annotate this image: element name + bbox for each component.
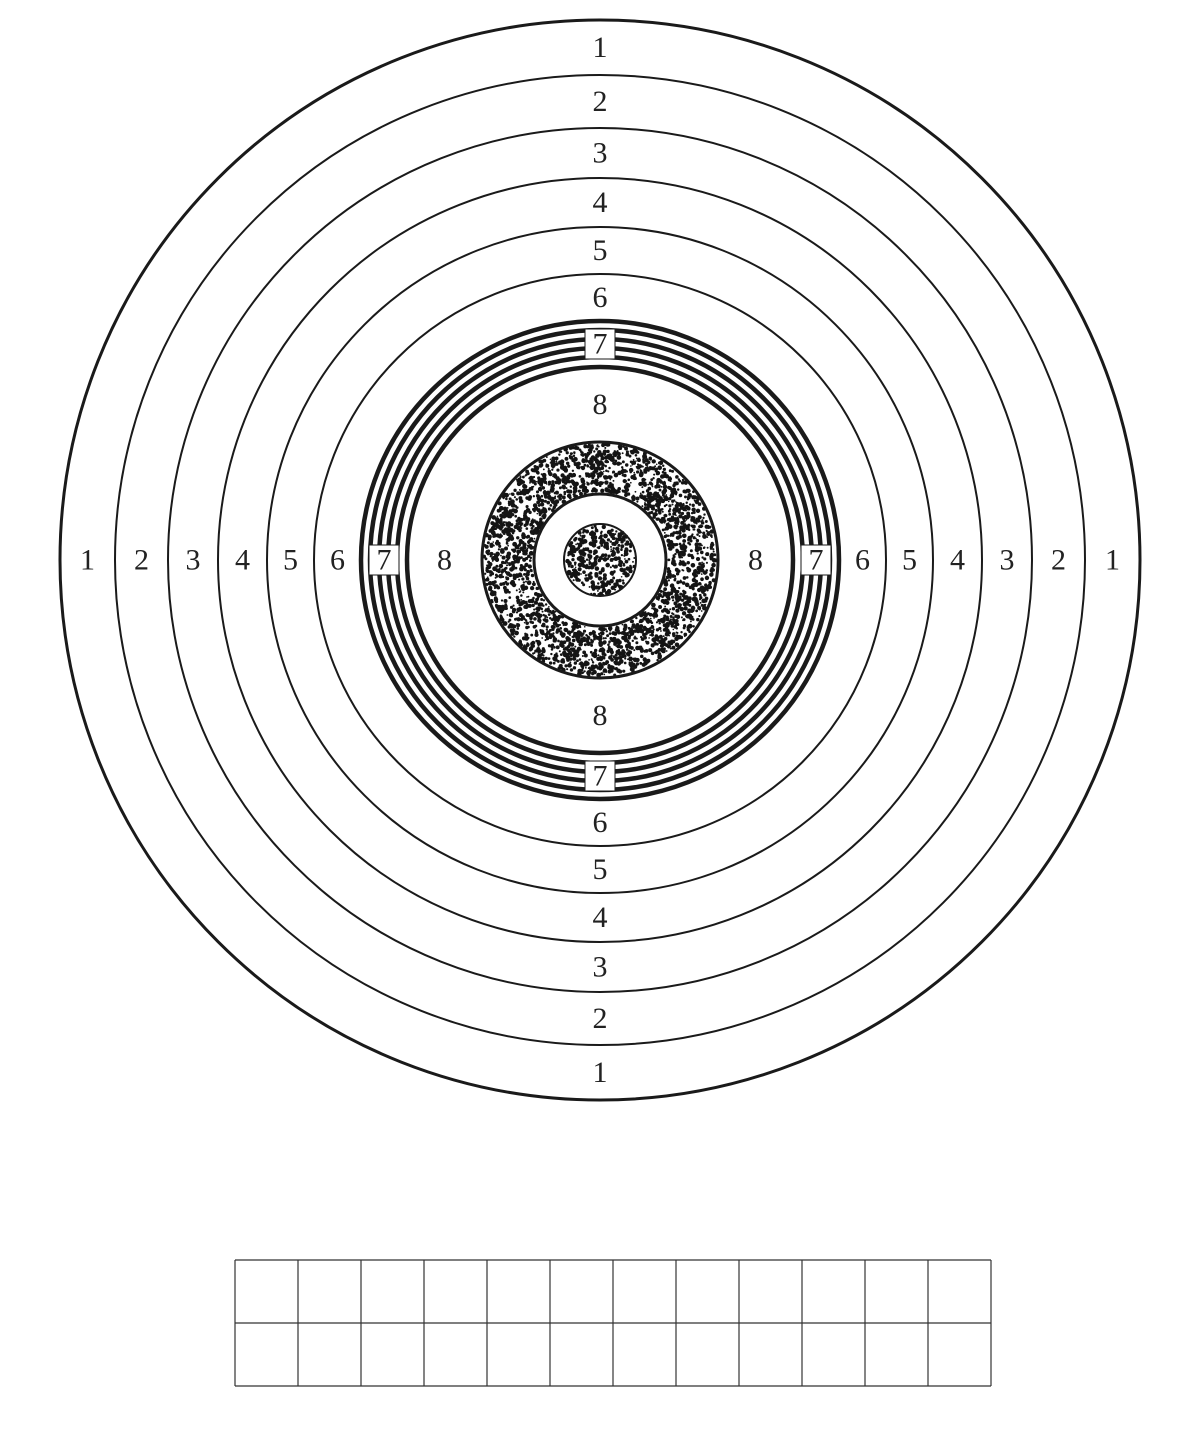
svg-text:2: 2 bbox=[134, 544, 149, 577]
svg-text:6: 6 bbox=[593, 281, 608, 314]
svg-text:5: 5 bbox=[593, 234, 608, 267]
center-disc bbox=[564, 524, 636, 596]
svg-text:4: 4 bbox=[235, 544, 250, 577]
svg-text:7: 7 bbox=[809, 544, 824, 577]
svg-text:8: 8 bbox=[593, 699, 608, 732]
svg-text:4: 4 bbox=[593, 901, 608, 934]
svg-text:4: 4 bbox=[950, 544, 965, 577]
svg-text:7: 7 bbox=[593, 760, 608, 793]
svg-text:6: 6 bbox=[593, 806, 608, 839]
svg-text:6: 6 bbox=[855, 544, 870, 577]
svg-text:6: 6 bbox=[330, 544, 345, 577]
svg-text:2: 2 bbox=[593, 1002, 608, 1035]
svg-text:1: 1 bbox=[593, 31, 608, 64]
svg-text:3: 3 bbox=[593, 137, 608, 170]
diagram-svg: 11112222333344445555666677778888 bbox=[0, 0, 1200, 1451]
page: { "canvas": { "width": 1200, "height": 1… bbox=[0, 0, 1200, 1451]
svg-text:8: 8 bbox=[748, 544, 763, 577]
svg-text:2: 2 bbox=[1051, 544, 1066, 577]
svg-text:7: 7 bbox=[377, 544, 392, 577]
svg-text:1: 1 bbox=[1105, 544, 1120, 577]
svg-text:8: 8 bbox=[593, 388, 608, 421]
svg-text:8: 8 bbox=[437, 544, 452, 577]
svg-text:2: 2 bbox=[593, 85, 608, 118]
svg-text:1: 1 bbox=[593, 1056, 608, 1089]
svg-text:5: 5 bbox=[593, 853, 608, 886]
svg-text:4: 4 bbox=[593, 186, 608, 219]
svg-text:7: 7 bbox=[593, 328, 608, 361]
svg-text:1: 1 bbox=[80, 544, 95, 577]
svg-text:3: 3 bbox=[1000, 544, 1015, 577]
svg-text:5: 5 bbox=[283, 544, 298, 577]
svg-text:3: 3 bbox=[186, 544, 201, 577]
svg-text:3: 3 bbox=[593, 951, 608, 984]
svg-text:5: 5 bbox=[902, 544, 917, 577]
